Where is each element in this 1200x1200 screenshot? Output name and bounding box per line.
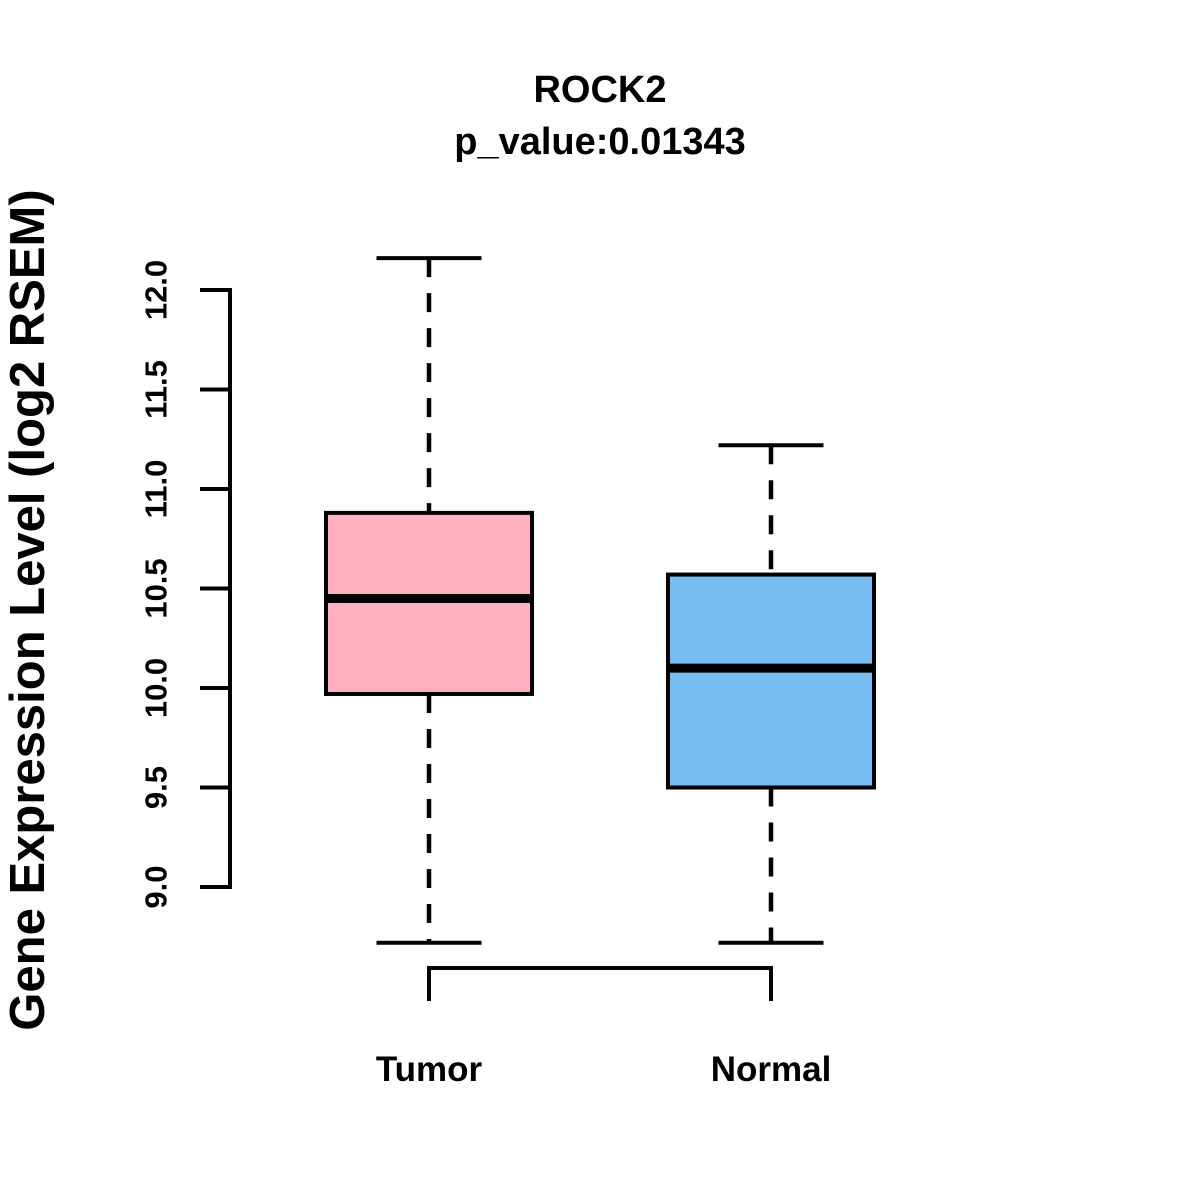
y-axis-tick-label: 10.5 <box>139 558 174 618</box>
x-axis-label-normal: Normal <box>711 1050 832 1089</box>
chart-subtitle-pvalue: p_value:0.01343 <box>454 121 746 163</box>
y-axis-tick-label: 11.5 <box>139 360 174 419</box>
normal-box <box>666 572 876 790</box>
y-axis-tick-label: 9.0 <box>139 865 174 908</box>
tumor-box <box>324 510 534 696</box>
x-axis-bracket <box>427 966 773 1001</box>
x-axis-label-tumor: Tumor <box>376 1050 483 1089</box>
y-axis-tick-label: 9.5 <box>139 766 174 809</box>
y-axis-tick-label: 11.0 <box>139 460 174 519</box>
y-axis-tick-label: 10.0 <box>139 658 174 718</box>
chart-title: ROCK2 <box>533 69 667 111</box>
y-axis-tick-label: 12.0 <box>139 260 174 320</box>
